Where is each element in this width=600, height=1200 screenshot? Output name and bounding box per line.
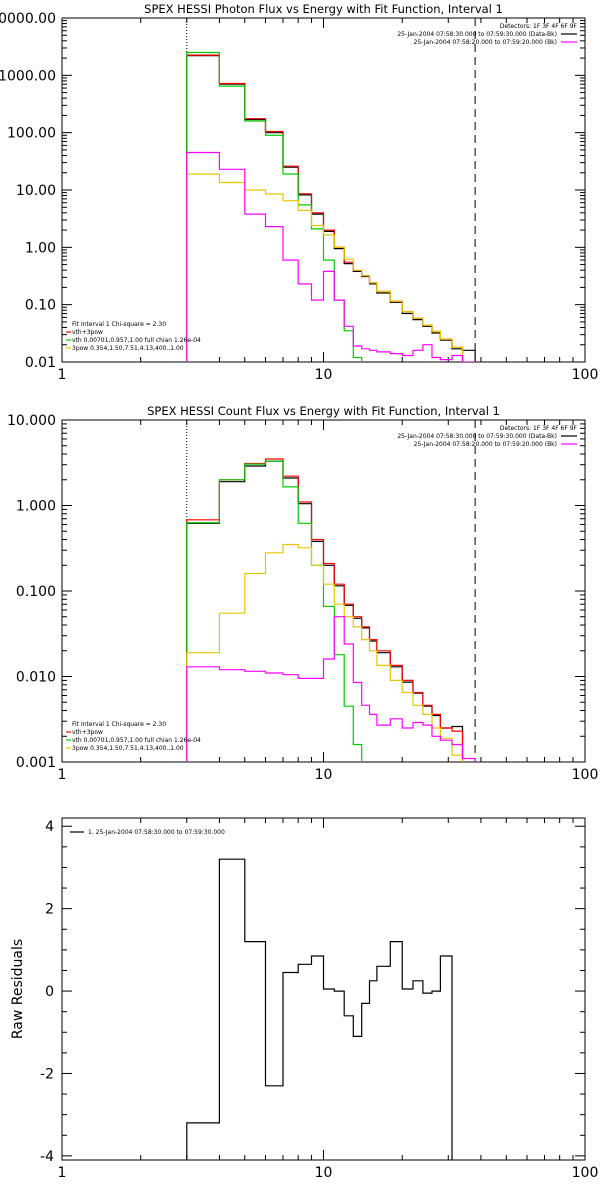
x-tick-label: 10: [315, 367, 333, 383]
y-tick-label: 100.00: [7, 126, 56, 142]
legend-top-text: 25-Jan-2004 07:58:30.000 to 07:59:30.000…: [397, 31, 557, 38]
series-group: [186, 858, 453, 1160]
y-tick-label: 10.00: [16, 183, 56, 199]
series-line-5: [186, 151, 476, 362]
legend-top-text: Detectors: 1F 3F 4F 6F 9F: [500, 425, 578, 432]
legend-bottom-text: 3pow 0.354,1.50,7.51,4.13,400.,1.00: [72, 745, 184, 752]
legend-bottom-text: vth 0.00701,0.957,1.00 full chian 1.26e-…: [72, 737, 201, 744]
x-tick-label: 1: [58, 367, 67, 383]
y-tick-label: 4: [45, 819, 54, 835]
series-line-5: [186, 616, 476, 762]
series-line-3: [186, 460, 363, 762]
x-tick-label: 100: [572, 767, 599, 783]
series-line-1: [186, 55, 476, 362]
chart-panel-2: SPEX HESSI Count Flux vs Energy with Fit…: [7, 404, 598, 783]
series-line-1: [186, 858, 453, 1160]
legend-top-text: 25-Jan-2004 07:58:20.000 to 07:59:20.000…: [414, 441, 557, 448]
plot-frame: [61, 17, 586, 363]
y-tick-label: 0.01: [25, 355, 56, 371]
x-tick-label: 1: [58, 767, 67, 783]
chart-title: SPEX HESSI Photon Flux vs Energy with Fi…: [144, 2, 503, 16]
x-tick-label: 10: [315, 1165, 333, 1181]
series-line-4: [186, 173, 464, 362]
series-line-2: [186, 458, 464, 762]
x-tick-label: 100: [572, 367, 599, 383]
series-line-2: [186, 54, 464, 362]
legend-bottom-text: Fit Interval 1 Chi-square = 2.30: [72, 721, 166, 728]
series-line-3: [186, 51, 363, 362]
series-line-1: [186, 460, 464, 762]
legend-bottom-text: vth 0.00701,0.957,1.00 full chian 1.26e-…: [72, 337, 201, 344]
chart-panel-1: SPEX HESSI Photon Flux vs Energy with Fi…: [0, 2, 599, 383]
y-tick-label: 1.00: [25, 240, 56, 256]
chart-title: SPEX HESSI Count Flux vs Energy with Fit…: [147, 404, 500, 418]
y-axis-label: Raw Residuals: [10, 939, 26, 1039]
y-tick-label: -4: [40, 1149, 54, 1165]
legend-bottom-text: 3pow 0.354,1.50,7.51,4.13,400.,1.00: [72, 345, 184, 352]
y-tick-label: 10000.00: [0, 11, 56, 27]
series-line-4: [186, 543, 464, 762]
legend-text: 1. 25-Jan-2004 07:58:30.000 to 07:59:30.…: [88, 829, 225, 836]
x-tick-label: 100: [572, 1165, 599, 1181]
legend-top-text: 25-Jan-2004 07:58:20.000 to 07:59:20.000…: [414, 39, 557, 46]
x-tick-label: 1: [58, 1165, 67, 1181]
legend-bottom-text: Fit Interval 1 Chi-square = 2.30: [72, 321, 166, 328]
y-tick-label: 0: [45, 984, 54, 1000]
y-tick-label: 1000.00: [0, 68, 56, 84]
y-tick-label: -2: [40, 1066, 54, 1082]
legend-bottom-text: vth+3pow: [72, 329, 103, 336]
legend-top-text: Detectors: 1F 3F 4F 6F 9F: [500, 23, 578, 30]
y-tick-label: 0.001: [16, 755, 56, 771]
x-tick-label: 10: [315, 767, 333, 783]
legend-bottom-text: vth+3pow: [72, 729, 103, 736]
y-tick-label: 1.000: [16, 499, 56, 515]
y-tick-label: 10.000: [7, 413, 56, 429]
y-tick-label: 0.100: [16, 584, 56, 600]
y-tick-label: 2: [45, 902, 54, 918]
y-tick-label: 0.10: [25, 298, 56, 314]
legend-top-text: 25-Jan-2004 07:58:30.000 to 07:59:30.000…: [397, 433, 557, 440]
y-tick-label: 0.010: [16, 670, 56, 686]
chart-panel-3: 1 10 100 -4 -2 0 2 4 Raw Residuals 1. 25-Jan-2004…: [10, 817, 599, 1181]
series-group: [186, 458, 476, 762]
series-group: [186, 51, 476, 362]
